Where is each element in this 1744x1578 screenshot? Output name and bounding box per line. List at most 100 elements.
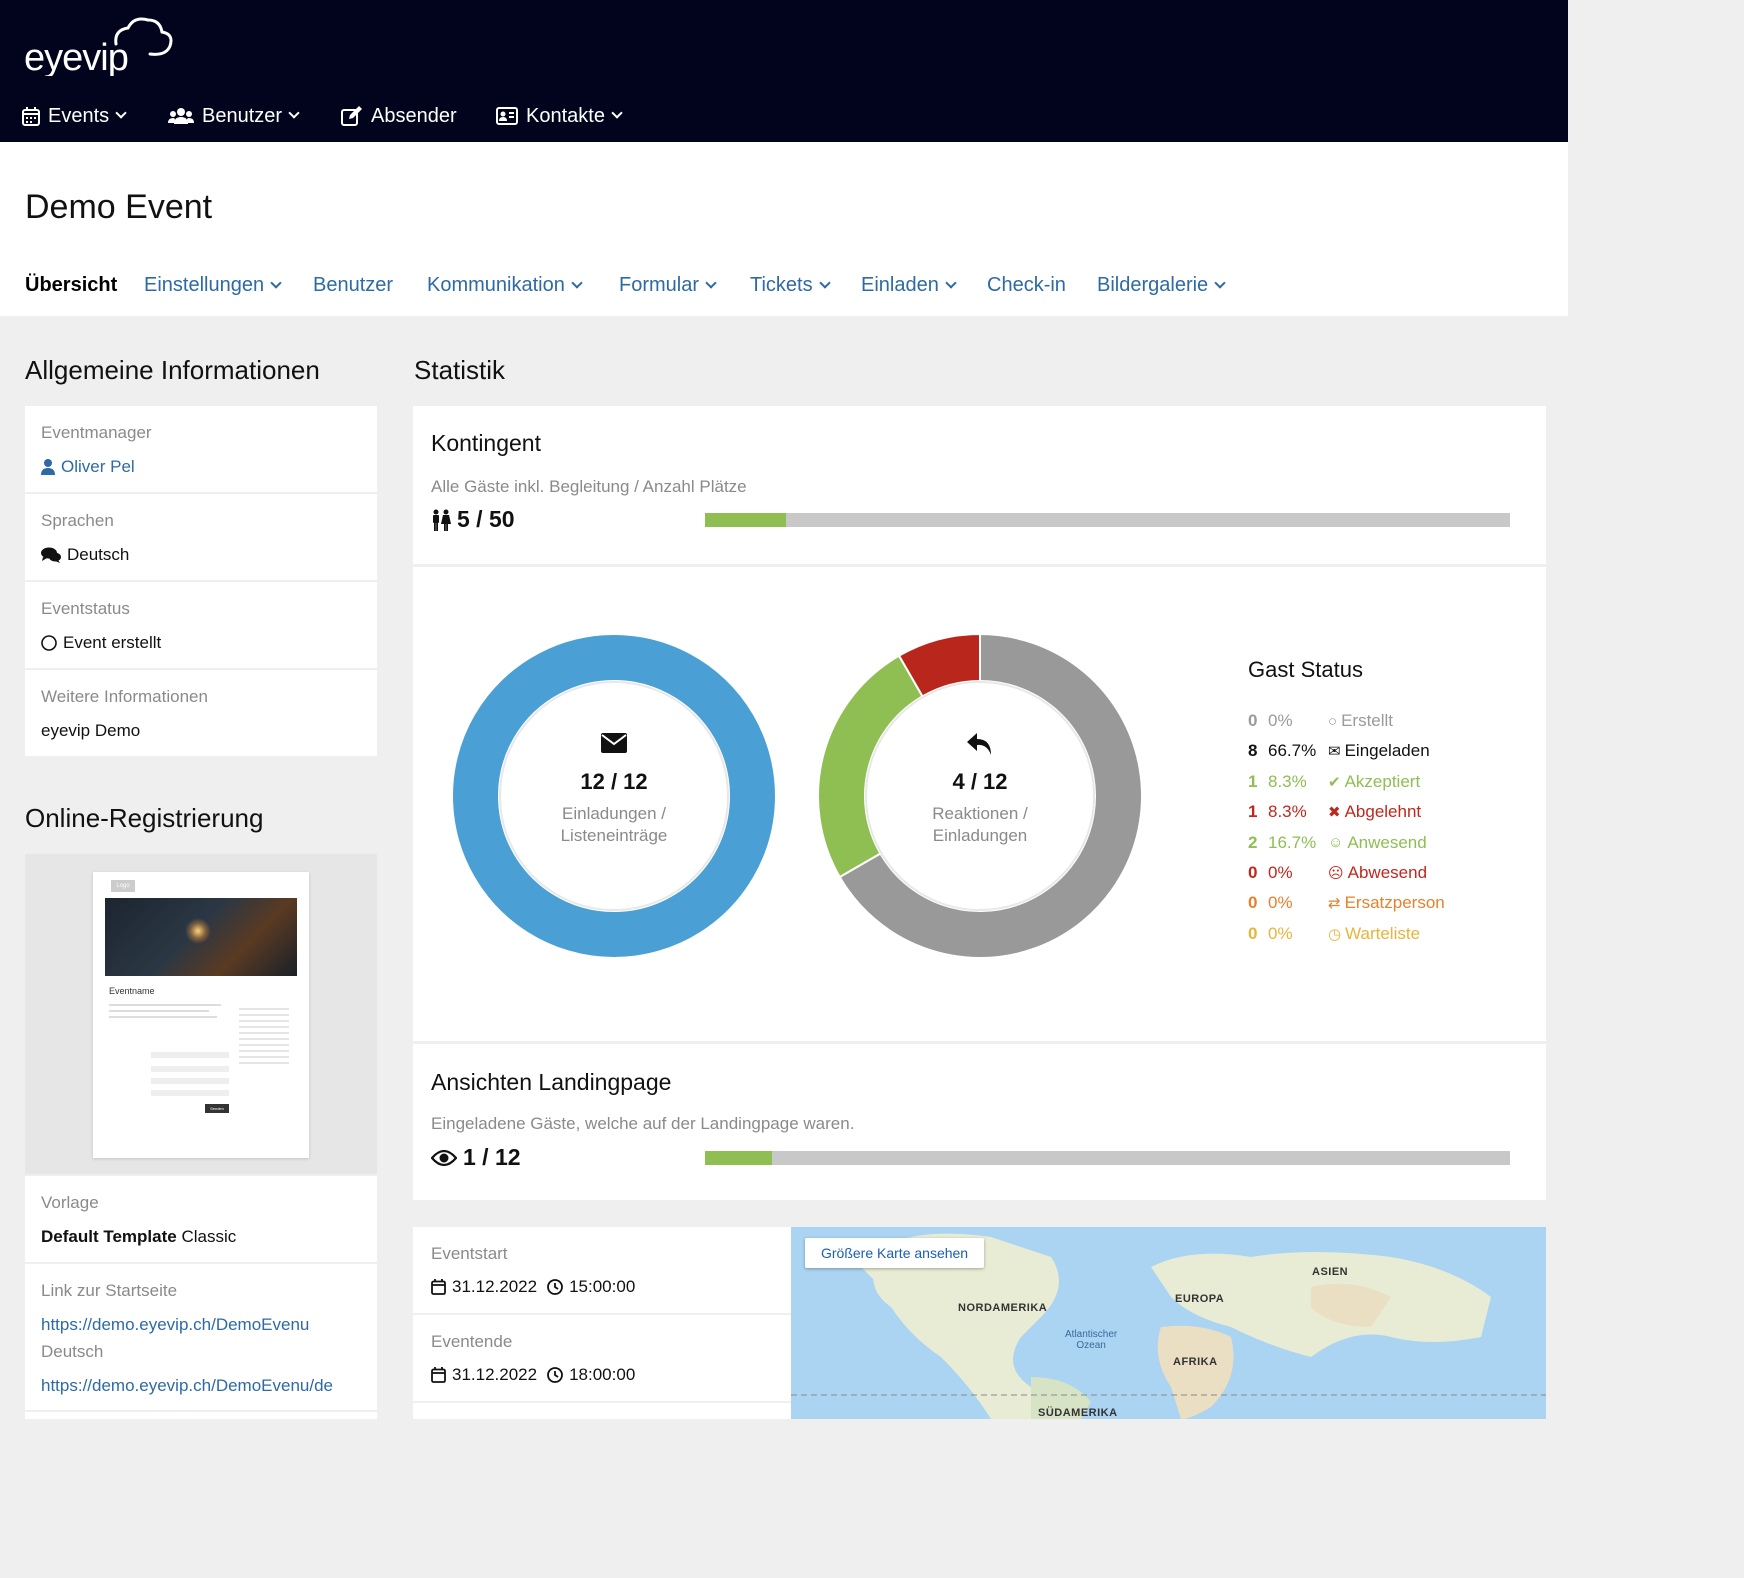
guest-status-percent: 16.7% (1268, 832, 1317, 852)
tab-kommunikation[interactable]: Kommunikation (427, 274, 583, 297)
tab-label: Benutzer (313, 274, 394, 296)
guest-status-count: 1 (1248, 802, 1258, 822)
kontingent-title: Kontingent (431, 430, 541, 456)
tab-label: Check-in (987, 274, 1066, 296)
info-value-text: Deutsch (67, 545, 130, 564)
eye-icon (431, 1149, 457, 1166)
template-page: Logo Eventname Senden (93, 872, 309, 1158)
nav-absender[interactable]: Absender (341, 96, 457, 136)
tab-label: Bildergalerie (1097, 274, 1209, 296)
map-label-afrika: AFRIKA (1173, 1356, 1218, 1368)
template-text-line (109, 1004, 221, 1006)
tab-einladen[interactable]: Einladen (861, 274, 957, 297)
tab-bildergalerie[interactable]: Bildergalerie (1097, 274, 1226, 297)
info-label: Eventstatus (41, 599, 130, 618)
invitations-donut: 12 / 12 Einladungen / Listeneinträge (450, 633, 777, 959)
eventstart-time: 15:00:00 (569, 1277, 636, 1296)
event-times-next-row (413, 1403, 791, 1419)
guest-status-label-text: Abwesend (1347, 863, 1428, 882)
check-icon: ✔ (1328, 773, 1341, 791)
tab-label: Tickets (750, 274, 813, 296)
guest-status-count: 0 (1248, 923, 1258, 943)
chevron-down-icon (1214, 276, 1226, 289)
larger-map-button[interactable]: Größere Karte ansehen (805, 1238, 985, 1268)
template-preview[interactable]: Logo Eventname Senden (25, 854, 377, 1174)
info-link: Link zur Startseite https://demo.eyevip.… (25, 1264, 377, 1410)
donut-value: 12 / 12 (580, 769, 648, 794)
tab-benutzer[interactable]: Benutzer (313, 274, 393, 297)
tab-check-in[interactable]: Check-in (987, 274, 1066, 297)
guest-status-percent: 0% (1268, 923, 1293, 943)
contact-card-icon (496, 107, 518, 125)
guest-status-count: 1 (1248, 771, 1258, 791)
chevron-down-icon (705, 276, 717, 289)
map-label-suedamerika: SÜDAMERIKA (1038, 1407, 1118, 1419)
eyevip-logo[interactable]: eyevip (24, 14, 174, 79)
donut-label: Einladungen / Listeneinträge (451, 803, 777, 847)
tab-label: Formular (619, 274, 700, 296)
nav-benutzer[interactable]: Benutzer (168, 96, 300, 136)
kontingent-count-text: 5 / 50 (457, 506, 515, 532)
link-language-label: Deutsch (41, 1342, 104, 1361)
tab-label: Kommunikation (427, 274, 565, 296)
guest-status-row: 0 0% ○ Erstellt (1248, 709, 1393, 733)
guest-status-label: ◷ Warteliste (1328, 924, 1420, 944)
calendar-icon (431, 1279, 446, 1295)
guest-status-percent: 0% (1268, 893, 1293, 913)
reactions-donut-hole (865, 681, 1095, 911)
template-name-rest: Classic (181, 1227, 237, 1246)
times-icon: ✖ (1328, 804, 1341, 822)
clock-icon: ◷ (1328, 925, 1342, 943)
chevron-down-icon (288, 107, 300, 119)
guest-status-row: 1 8.3% ✖ Abgelehnt (1248, 800, 1421, 824)
tab-label: Übersicht (25, 274, 118, 296)
page-title: Demo Event (25, 188, 213, 226)
guest-status-label: ✉ Eingeladen (1328, 741, 1430, 761)
info-label: Sprachen (41, 511, 114, 530)
guest-status-count: 0 (1248, 863, 1258, 882)
tab-uebersicht[interactable]: Übersicht (25, 274, 117, 297)
info-value: Deutsch (41, 545, 129, 565)
guest-status-label-text: Ersatzperson (1344, 893, 1445, 913)
landingpage-count-text: 1 / 12 (463, 1144, 521, 1170)
landing-link-main[interactable]: https://demo.eyevip.ch/DemoEvenu (41, 1315, 310, 1334)
reply-icon (817, 733, 1143, 755)
donut-center: 4 / 12 Reaktionen / Einladungen (817, 633, 1143, 959)
info-label: Weitere Informationen (41, 687, 208, 706)
nav-kontakte[interactable]: Kontakte (496, 96, 623, 136)
calendar-icon (22, 106, 40, 126)
template-field (151, 1066, 229, 1072)
tab-tickets[interactable]: Tickets (750, 274, 831, 297)
landingpage-progress-bar (705, 1151, 1510, 1165)
landingpage-title: Ansichten Landingpage (431, 1069, 672, 1095)
tab-einstellungen[interactable]: Einstellungen (144, 274, 282, 297)
template-logo-placeholder: Logo (111, 880, 135, 892)
tab-label: Einstellungen (144, 274, 265, 296)
guest-status-count: 2 (1248, 832, 1258, 852)
donut-label-line: Einladungen (932, 826, 1028, 845)
general-info-title: Allgemeine Informationen (25, 355, 320, 385)
map-label-europa: EUROPA (1175, 1293, 1225, 1305)
tab-formular[interactable]: Formular (619, 274, 717, 297)
landing-link-de[interactable]: https://demo.eyevip.ch/DemoEvenu/de (41, 1376, 333, 1395)
template-sidebar-text (239, 1004, 289, 1064)
nav-events[interactable]: Events (22, 96, 127, 136)
comments-icon (41, 547, 61, 563)
circle-icon: ○ (1328, 712, 1338, 730)
template-name-bold: Default Template (41, 1227, 177, 1246)
info-value-text: Oliver Pel (61, 457, 135, 476)
chevron-down-icon (945, 276, 957, 289)
donut-label: Reaktionen / Einladungen (817, 803, 1143, 847)
svg-text:eyevip: eyevip (24, 37, 128, 76)
guest-status-label-text: Warteliste (1345, 923, 1421, 943)
eventmanager-link[interactable]: Oliver Pel (41, 457, 135, 477)
info-row-next (25, 1412, 377, 1419)
guest-status-label: ⇄ Ersatzperson (1328, 893, 1445, 913)
landingpage-count: 1 / 12 (431, 1144, 521, 1171)
guest-status-percent: 66.7% (1268, 741, 1317, 761)
reactions-donut: 4 / 12 Reaktionen / Einladungen (817, 632, 1143, 959)
calendar-icon (431, 1367, 446, 1383)
kontingent-progress-bar (705, 513, 1510, 527)
nav-events-label: Events (48, 104, 110, 127)
map-label-nordamerika: NORDAMERIKA (958, 1302, 1048, 1314)
